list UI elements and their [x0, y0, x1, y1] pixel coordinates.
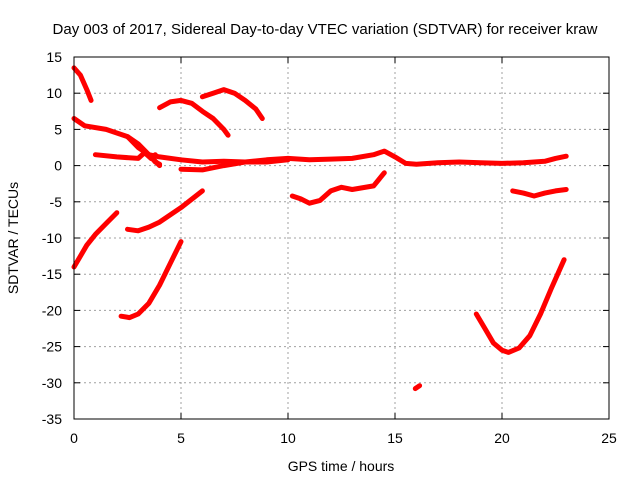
series-line-arc-7 — [125, 188, 205, 234]
x-tick-label: 15 — [387, 430, 403, 446]
series-line-arc-11 — [178, 157, 291, 173]
axis-ticks: 0 5 10 15 20 25 15 10 5 0 -5 -10 -15 -20 -25 -30 -35 — [42, 49, 617, 446]
y-tick-label: 5 — [54, 121, 62, 137]
series-line-arc-8 — [157, 97, 231, 138]
y-tick-label: 0 — [54, 158, 62, 174]
y-tick-label: -15 — [42, 266, 62, 282]
y-tick-label: 15 — [46, 49, 62, 65]
x-tick-label: 0 — [70, 430, 78, 446]
x-tick-label: 25 — [601, 430, 617, 446]
y-tick-label: -35 — [42, 411, 62, 427]
plot-frame — [73, 56, 610, 420]
series-line-arc-1 — [71, 65, 94, 103]
series-line-arc-13 — [510, 187, 569, 199]
series-group — [71, 65, 569, 392]
x-tick-label: 10 — [280, 430, 296, 446]
chart-title: Day 003 of 2017, Sidereal Day-to-day VTE… — [53, 21, 598, 38]
series-line-arc-10 — [146, 148, 569, 167]
y-tick-label: -25 — [42, 339, 62, 355]
x-axis-label: GPS time / hours — [288, 458, 395, 474]
y-tick-label: -10 — [42, 230, 62, 246]
y-axis-label: SDTVAR / TECUs — [5, 182, 21, 294]
y-tick-label: 10 — [46, 85, 62, 101]
y-tick-label: -20 — [42, 302, 62, 318]
x-tick-label: 5 — [177, 430, 185, 446]
series-line-arc-3 — [71, 210, 120, 270]
y-tick-label: -30 — [42, 375, 62, 391]
series-line-arc-5 — [125, 134, 163, 169]
series-line-arc-15 — [412, 383, 423, 392]
series-line-arc-14 — [473, 257, 567, 355]
y-tick-label: -5 — [50, 194, 63, 210]
grid — [74, 57, 609, 419]
series-line-arc-9 — [199, 87, 265, 121]
series-line-arc-6 — [118, 239, 184, 321]
series-line-arc-12 — [289, 170, 387, 206]
x-tick-label: 20 — [494, 430, 510, 446]
